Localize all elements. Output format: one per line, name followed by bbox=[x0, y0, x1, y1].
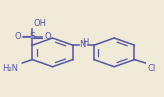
Text: O: O bbox=[44, 32, 51, 41]
Text: O: O bbox=[14, 32, 21, 41]
Text: S: S bbox=[30, 32, 35, 41]
Text: H: H bbox=[82, 38, 89, 47]
Text: Cl: Cl bbox=[148, 64, 156, 73]
Text: OH: OH bbox=[33, 19, 46, 28]
Text: H₂N: H₂N bbox=[2, 64, 18, 73]
Text: N: N bbox=[79, 40, 85, 48]
